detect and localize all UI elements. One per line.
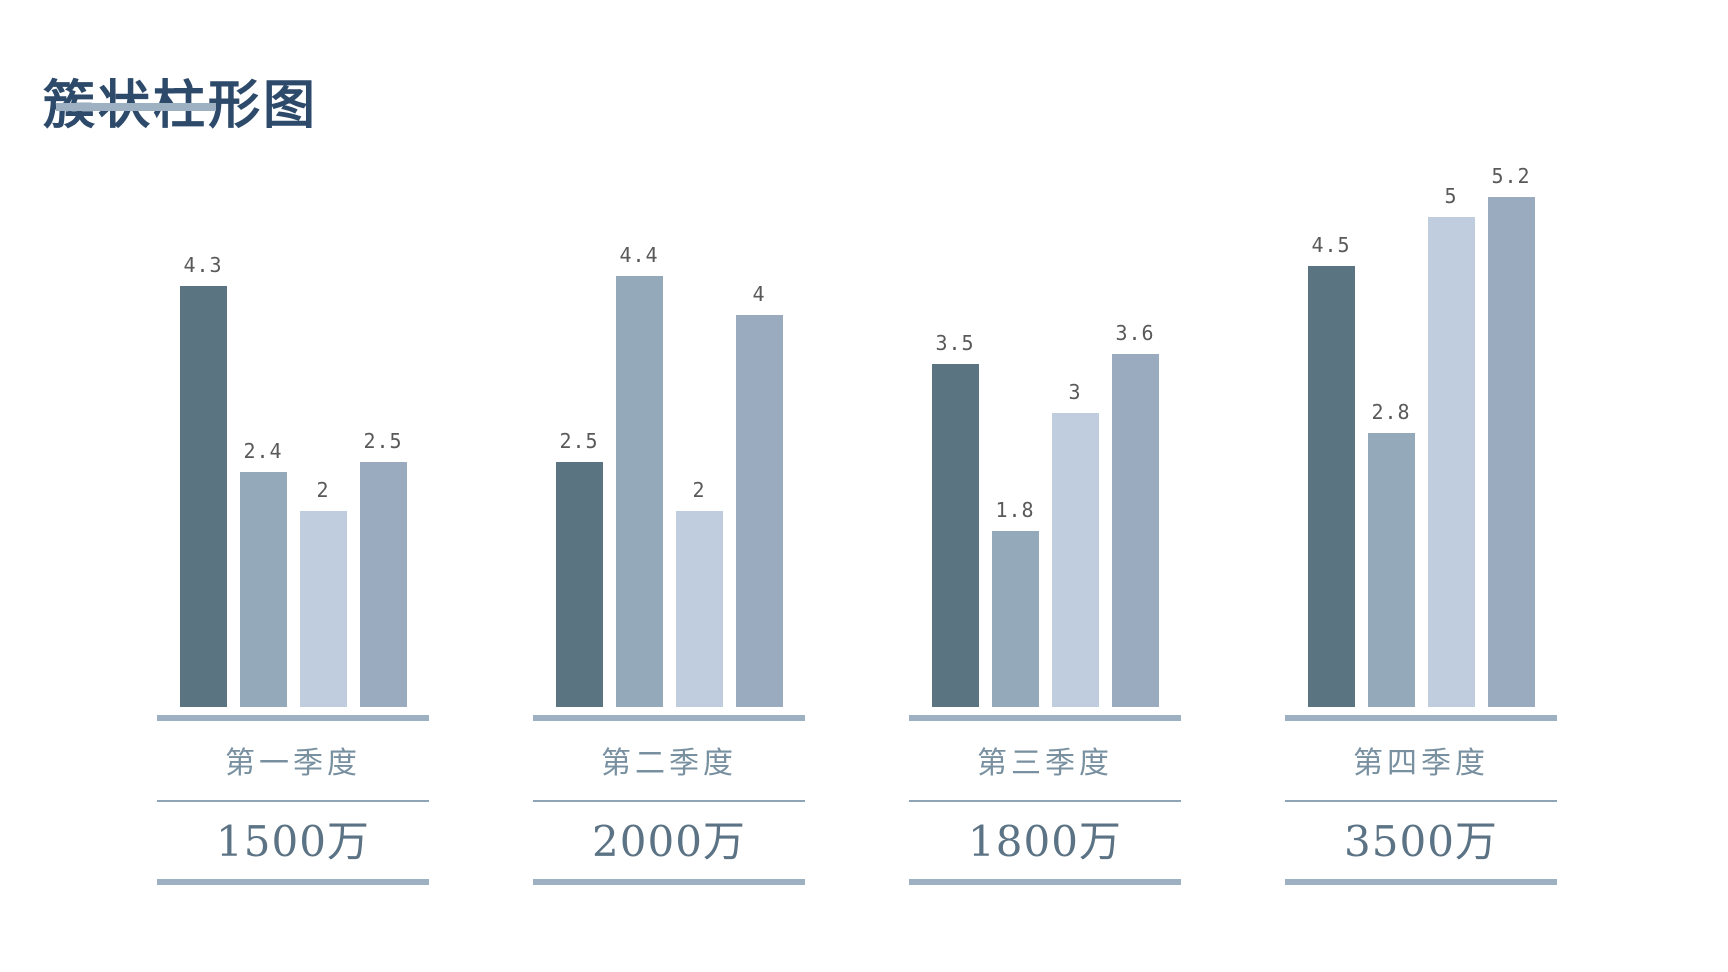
axis-line (909, 715, 1181, 721)
amount-underline (533, 879, 805, 885)
bar-column: 3 (1051, 380, 1099, 707)
bar-column: 3.6 (1111, 321, 1159, 707)
bar-cluster: 3.5 1.8 3 3.6 (909, 147, 1181, 707)
category-label: 第三季度 (977, 746, 1113, 781)
bar-value-label: 1.8 (995, 498, 1035, 522)
bar-series-4 (1111, 354, 1159, 707)
page-title: 簇状柱形图 (43, 75, 319, 136)
amount-label: 2000万 (592, 817, 746, 866)
bar-column: 2.4 (239, 439, 287, 707)
bar-series-3 (299, 511, 347, 707)
bar-cluster: 4.5 2.8 5 5.2 (1285, 147, 1557, 707)
title-underline (56, 103, 216, 111)
bar-column: 4.3 (179, 253, 227, 707)
bar-series-2 (239, 472, 287, 707)
bar-series-4 (1487, 197, 1535, 707)
amount-underline (1285, 879, 1557, 885)
category-divider-line (1285, 800, 1557, 802)
bar-column: 2.5 (555, 429, 603, 707)
bar-series-1 (179, 286, 227, 707)
bar-value-label: 4.3 (183, 253, 223, 277)
bar-value-label: 4.4 (619, 243, 659, 267)
category-divider-line (157, 800, 429, 802)
category-label: 第四季度 (1353, 746, 1489, 781)
bar-value-label: 5 (1444, 184, 1458, 208)
bar-series-2 (1367, 433, 1415, 707)
amount-label: 1800万 (968, 817, 1122, 866)
bar-value-label: 5.2 (1491, 164, 1531, 188)
bar-series-3 (1427, 217, 1475, 707)
axis-line (1285, 715, 1557, 721)
bar-cluster: 2.5 4.4 2 4 (533, 147, 805, 707)
bar-value-label: 2.5 (363, 429, 403, 453)
bar-cluster: 4.3 2.4 2 2.5 (157, 147, 429, 707)
bar-series-1 (1307, 266, 1355, 707)
bar-column: 2 (299, 478, 347, 707)
chart-group-3: 3.5 1.8 3 3.6 第三季度 1800万 (909, 147, 1181, 885)
bar-column: 3.5 (931, 331, 979, 707)
amount-label: 1500万 (216, 817, 370, 866)
bar-value-label: 2.5 (559, 429, 599, 453)
chart-group-1: 4.3 2.4 2 2.5 第一季度 1500万 (157, 147, 429, 885)
category-divider-line (533, 800, 805, 802)
axis-line (533, 715, 805, 721)
bar-value-label: 4 (752, 282, 766, 306)
bar-value-label: 3.5 (935, 331, 975, 355)
chart-group-2: 2.5 4.4 2 4 第二季度 2000万 (533, 147, 805, 885)
bar-column: 4 (735, 282, 783, 707)
bar-column: 2.5 (359, 429, 407, 707)
amount-underline (909, 879, 1181, 885)
amount-label: 3500万 (1344, 817, 1498, 866)
category-divider-line (909, 800, 1181, 802)
bar-value-label: 2 (692, 478, 706, 502)
bar-series-1 (931, 364, 979, 707)
bar-column: 1.8 (991, 498, 1039, 707)
bar-series-3 (1051, 413, 1099, 707)
chart-group-4: 4.5 2.8 5 5.2 第四季度 3500万 (1285, 147, 1557, 885)
bar-series-2 (991, 531, 1039, 707)
bar-column: 2.8 (1367, 400, 1415, 707)
bar-value-label: 2.8 (1371, 400, 1411, 424)
bar-series-1 (555, 462, 603, 707)
axis-line (157, 715, 429, 721)
category-label: 第一季度 (225, 746, 361, 781)
bar-column: 2 (675, 478, 723, 707)
clustered-bar-chart: 4.3 2.4 2 2.5 第一季度 1500万 2.5 4.4 2 4 第二季度 2000万 3.5 1… (157, 147, 1557, 885)
bar-value-label: 2 (316, 478, 330, 502)
bar-series-4 (735, 315, 783, 707)
bar-column: 4.5 (1307, 233, 1355, 707)
bar-column: 4.4 (615, 243, 663, 707)
bar-value-label: 3 (1068, 380, 1082, 404)
bar-series-4 (359, 462, 407, 707)
bar-value-label: 4.5 (1311, 233, 1351, 257)
bar-value-label: 3.6 (1115, 321, 1155, 345)
bar-series-2 (615, 276, 663, 707)
category-label: 第二季度 (601, 746, 737, 781)
bar-value-label: 2.4 (243, 439, 283, 463)
bar-series-3 (675, 511, 723, 707)
bar-column: 5 (1427, 184, 1475, 707)
bar-column: 5.2 (1487, 164, 1535, 707)
amount-underline (157, 879, 429, 885)
